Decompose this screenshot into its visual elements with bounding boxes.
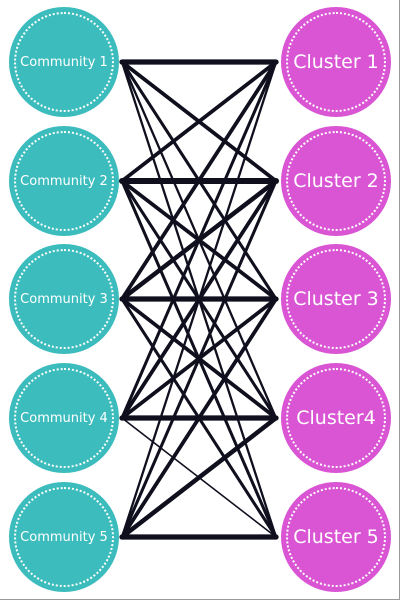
edge-community-2-cluster-1 (120, 60, 278, 183)
edge-community-4-cluster-1 (120, 60, 278, 420)
edge-community-5-cluster-4 (119, 415, 279, 540)
community-1-label: Community 1 (14, 12, 114, 112)
community-4-node: Community 4 (9, 363, 119, 473)
edge-community-5-cluster-1 (120, 60, 278, 539)
cluster-2-label: Cluster 2 (286, 131, 386, 231)
edge-community-3-cluster-1 (120, 60, 278, 301)
community-4-label: Community 4 (14, 368, 114, 468)
cluster-5-node: Cluster 5 (281, 482, 391, 592)
edge-community-5-cluster-2 (120, 179, 278, 539)
community-5-label: Community 5 (14, 487, 114, 587)
edge-community-5-cluster-3 (120, 297, 278, 539)
community-3-label: Community 3 (14, 249, 114, 349)
cluster-3-node: Cluster 3 (281, 244, 391, 354)
community-2-node: Community 2 (9, 126, 119, 236)
cluster-5-label: Cluster 5 (286, 487, 386, 587)
cluster-2-node: Cluster 2 (281, 126, 391, 236)
cluster-3-label: Cluster 3 (286, 249, 386, 349)
community-5-node: Community 5 (9, 482, 119, 592)
community-2-label: Community 2 (14, 131, 114, 231)
cluster-4-label: Cluster4 (286, 368, 386, 468)
community-1-node: Community 1 (9, 7, 119, 117)
community-3-node: Community 3 (9, 244, 119, 354)
cluster-4-node: Cluster4 (281, 363, 391, 473)
cluster-1-label: Cluster 1 (286, 12, 386, 112)
cluster-1-node: Cluster 1 (281, 7, 391, 117)
